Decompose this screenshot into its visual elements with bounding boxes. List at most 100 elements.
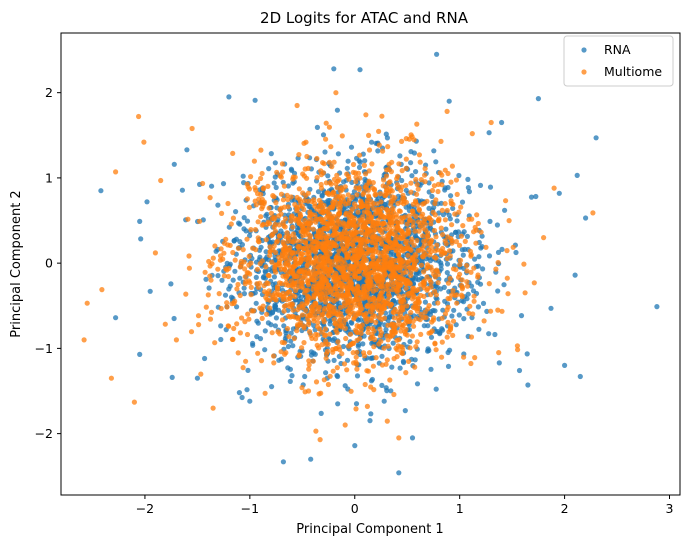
scatter-point-rna: [335, 401, 341, 407]
scatter-point-multiome: [471, 265, 477, 271]
scatter-point-multiome: [357, 301, 363, 307]
scatter-point-rna: [375, 148, 381, 154]
scatter-point-multiome: [359, 226, 365, 233]
scatter-point-multiome: [362, 381, 368, 388]
scatter-point-multiome: [244, 270, 250, 276]
scatter-point-rna: [290, 343, 296, 349]
scatter-point-multiome: [417, 223, 423, 229]
scatter-point-multiome: [323, 351, 330, 357]
scatter-point-multiome: [348, 301, 354, 307]
scatter-point-multiome: [440, 232, 446, 238]
scatter-point-multiome: [444, 334, 450, 340]
scatter-point-rna: [272, 323, 278, 329]
scatter-point-rna: [407, 339, 413, 345]
scatter-point-rna: [253, 274, 259, 280]
scatter-point-multiome: [304, 251, 310, 257]
scatter-point-multiome: [355, 209, 361, 215]
scatter-point-multiome: [462, 238, 468, 244]
scatter-point-rna: [446, 98, 452, 104]
scatter-point-rna: [331, 66, 337, 72]
scatter-point-multiome: [457, 271, 463, 277]
scatter-point-multiome: [486, 281, 492, 287]
scatter-point-rna: [341, 179, 347, 185]
scatter-point-rna: [379, 353, 385, 359]
scatter-point-multiome: [410, 264, 417, 270]
scatter-point-multiome: [341, 274, 347, 281]
scatter-point-multiome: [307, 233, 313, 239]
scatter-point-multiome: [208, 309, 215, 315]
scatter-point-multiome: [358, 246, 364, 252]
scatter-point-multiome: [386, 287, 392, 294]
scatter-point-multiome: [353, 406, 359, 412]
scatter-point-multiome: [271, 353, 277, 359]
scatter-point-multiome: [246, 278, 252, 284]
scatter-point-multiome: [429, 187, 436, 194]
scatter-point-multiome: [401, 298, 407, 304]
scatter-point-multiome: [314, 291, 320, 297]
scatter-point-multiome: [260, 186, 266, 192]
scatter-point-multiome: [357, 217, 363, 223]
scatter-point-multiome: [449, 238, 455, 244]
scatter-point-multiome: [255, 284, 262, 290]
scatter-point-multiome: [383, 249, 390, 255]
scatter-point-multiome: [324, 266, 330, 272]
scatter-point-multiome: [315, 282, 322, 288]
scatter-point-multiome: [364, 182, 370, 188]
scatter-point-multiome: [418, 331, 424, 337]
scatter-point-multiome: [421, 269, 427, 275]
scatter-point-rna: [466, 189, 472, 195]
scatter-point-multiome: [173, 337, 179, 343]
scatter-point-multiome: [313, 428, 319, 434]
scatter-point-multiome: [430, 317, 436, 323]
scatter-point-rna: [271, 180, 277, 186]
scatter-point-multiome: [397, 208, 403, 214]
scatter-point-multiome: [384, 281, 390, 287]
scatter-point-rna: [459, 199, 466, 205]
scatter-point-multiome: [381, 315, 388, 321]
scatter-point-multiome: [415, 298, 421, 304]
scatter-point-multiome: [224, 300, 230, 306]
scatter-point-multiome: [339, 351, 345, 357]
scatter-point-multiome: [210, 405, 216, 411]
scatter-point-multiome: [325, 255, 331, 261]
scatter-point-multiome: [298, 280, 304, 286]
scatter-point-rna: [219, 277, 225, 283]
scatter-point-multiome: [364, 316, 370, 322]
scatter-point-multiome: [328, 144, 334, 150]
scatter-point-rna: [409, 173, 415, 179]
scatter-point-multiome: [304, 153, 310, 160]
scatter-point-multiome: [369, 185, 375, 191]
scatter-point-multiome: [344, 291, 350, 298]
scatter-point-multiome: [330, 274, 336, 280]
scatter-point-rna: [443, 226, 449, 232]
scatter-point-rna: [574, 172, 580, 178]
scatter-point-multiome: [267, 244, 273, 250]
scatter-point-multiome: [310, 268, 316, 274]
scatter-point-multiome: [330, 368, 336, 374]
scatter-point-multiome: [186, 265, 192, 271]
scatter-point-multiome: [314, 206, 320, 212]
scatter-point-rna: [429, 193, 435, 199]
scatter-point-multiome: [315, 319, 321, 326]
scatter-point-multiome: [305, 321, 312, 328]
scatter-point-rna: [137, 218, 143, 224]
scatter-point-multiome: [506, 218, 512, 224]
scatter-point-rna: [203, 276, 209, 282]
y-tick-label: 1: [45, 170, 53, 185]
scatter-point-multiome: [372, 227, 378, 233]
scatter-point-multiome: [478, 229, 484, 235]
scatter-point-rna: [357, 159, 363, 165]
scatter-point-multiome: [449, 163, 455, 169]
scatter-point-multiome: [356, 268, 362, 274]
scatter-point-multiome: [406, 136, 412, 142]
scatter-point-multiome: [314, 155, 320, 162]
scatter-point-multiome: [300, 190, 306, 196]
scatter-point-multiome: [255, 350, 261, 356]
scatter-point-rna: [302, 373, 308, 380]
scatter-point-multiome: [335, 265, 342, 271]
scatter-point-multiome: [250, 245, 256, 251]
scatter-point-multiome: [271, 360, 277, 366]
scatter-point-multiome: [399, 350, 406, 357]
scatter-point-multiome: [351, 360, 357, 366]
scatter-point-multiome: [425, 286, 431, 292]
